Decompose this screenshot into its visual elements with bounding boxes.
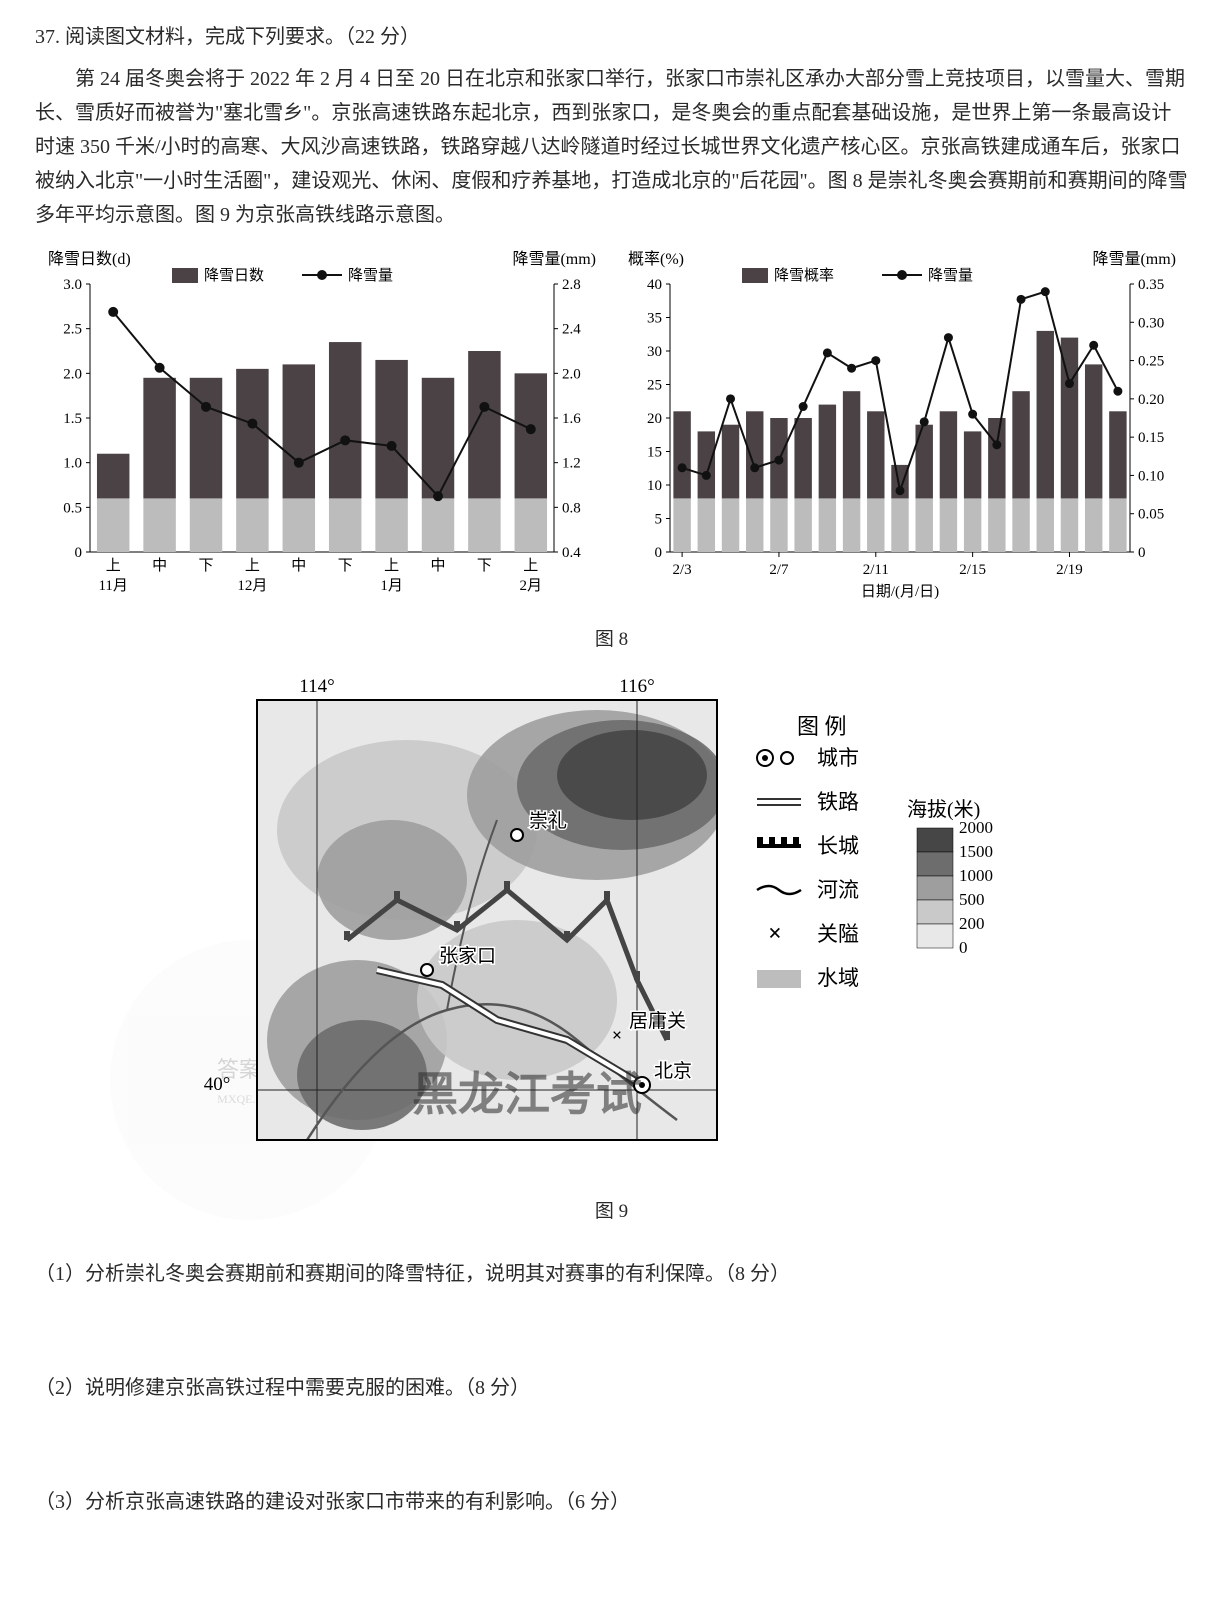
svg-text:2/19: 2/19: [1056, 562, 1083, 578]
svg-text:张家口: 张家口: [439, 945, 496, 967]
svg-text:下: 下: [337, 558, 352, 574]
svg-text:长城: 长城: [817, 834, 859, 858]
svg-text:2.8: 2.8: [562, 277, 581, 293]
svg-text:2.0: 2.0: [63, 366, 82, 382]
svg-text:2月: 2月: [519, 578, 542, 594]
svg-text:0.4: 0.4: [562, 545, 581, 561]
svg-text:1.5: 1.5: [63, 411, 82, 427]
svg-text:上: 上: [523, 557, 538, 574]
svg-text:0.10: 0.10: [1138, 468, 1164, 484]
svg-text:5: 5: [654, 512, 662, 528]
svg-text:日期/(月/日): 日期/(月/日): [860, 583, 938, 600]
svg-text:2000: 2000: [959, 818, 993, 837]
svg-text:0.5: 0.5: [63, 500, 82, 516]
sub-question-1: （1）分析崇礼冬奥会赛期前和赛期间的降雪特征，说明其对赛事的有利保障。（8 分）: [35, 1257, 1188, 1291]
question-number: 37.: [35, 26, 60, 48]
svg-text:2/15: 2/15: [959, 562, 986, 578]
svg-text:×: ×: [768, 921, 782, 947]
svg-text:1.6: 1.6: [562, 411, 581, 427]
svg-text:降雪量: 降雪量: [348, 267, 393, 284]
svg-text:35: 35: [647, 311, 662, 327]
svg-text:15: 15: [647, 445, 662, 461]
svg-text:1月: 1月: [380, 578, 403, 594]
svg-text:1.0: 1.0: [63, 456, 82, 472]
figure-8-label: 图 8: [35, 624, 1188, 656]
figure-9-container: 114°116°40°崇礼崇礼张家口张家口×居庸关居庸关北京北京黑龙江考试图 例…: [35, 670, 1188, 1190]
svg-text:30: 30: [647, 344, 662, 360]
svg-text:中: 中: [152, 557, 167, 574]
figure-8-container: 降雪日数(d) 降雪量(mm) 0 0.5 1.0 1.5 2.0 2.5 3.0 0.4 0.8 1…: [35, 244, 1188, 614]
map-svg: 114°116°40°崇礼崇礼张家口张家口×居庸关居庸关北京北京黑龙江考试图 例…: [137, 670, 1087, 1190]
svg-text:1000: 1000: [959, 866, 993, 885]
svg-text:0: 0: [654, 545, 662, 561]
svg-text:2.0: 2.0: [562, 366, 581, 382]
svg-text:上: 上: [105, 557, 120, 574]
svg-text:0: 0: [1138, 545, 1146, 561]
svg-text:0.35: 0.35: [1138, 277, 1164, 293]
svg-text:1.2: 1.2: [562, 456, 581, 472]
figure-9-label: 图 9: [35, 1196, 1188, 1228]
svg-text:城市: 城市: [817, 746, 859, 770]
svg-text:下: 下: [476, 558, 491, 574]
svg-text:500: 500: [959, 890, 985, 909]
svg-text:11月: 11月: [98, 578, 127, 594]
svg-text:0: 0: [959, 938, 968, 957]
svg-text:降雪日数(d): 降雪日数(d): [48, 250, 131, 268]
svg-text:0.8: 0.8: [562, 500, 581, 516]
svg-text:0.30: 0.30: [1138, 315, 1164, 331]
svg-text:崇礼: 崇礼: [529, 810, 567, 832]
svg-text:降雪概率: 降雪概率: [774, 267, 834, 284]
svg-text:上: 上: [244, 557, 259, 574]
svg-text:降雪量: 降雪量: [928, 267, 973, 284]
svg-text:降雪量(mm): 降雪量(mm): [1092, 250, 1176, 268]
svg-text:25: 25: [647, 378, 662, 394]
svg-text:水域: 水域: [817, 966, 859, 990]
svg-text:2/11: 2/11: [862, 562, 888, 578]
svg-text:北京: 北京: [654, 1060, 692, 1082]
svg-text:2.4: 2.4: [562, 322, 581, 338]
svg-text:河流: 河流: [817, 878, 859, 902]
svg-text:铁路: 铁路: [817, 790, 859, 814]
svg-text:0.05: 0.05: [1138, 507, 1164, 523]
svg-text:中: 中: [430, 557, 445, 574]
svg-text:0: 0: [74, 545, 82, 561]
svg-text:0.20: 0.20: [1138, 392, 1164, 408]
svg-text:2/7: 2/7: [769, 562, 789, 578]
svg-text:12月: 12月: [237, 578, 267, 594]
passage-text: 第 24 届冬奥会将于 2022 年 2 月 4 日至 20 日在北京和张家口举…: [35, 62, 1188, 232]
svg-text:2/3: 2/3: [672, 562, 691, 578]
sub-question-2: （2）说明修建京张高铁过程中需要克服的困难。（8 分）: [35, 1371, 1188, 1405]
svg-text:114°: 114°: [299, 676, 334, 697]
svg-text:40°: 40°: [203, 1074, 230, 1095]
svg-text:黑龙江考试: 黑龙江考试: [412, 1069, 642, 1120]
svg-text:1500: 1500: [959, 842, 993, 861]
svg-text:20: 20: [647, 411, 662, 427]
svg-text:中: 中: [291, 557, 306, 574]
svg-text:2.5: 2.5: [63, 322, 82, 338]
svg-text:×: ×: [611, 1025, 621, 1045]
svg-text:降雪量(mm): 降雪量(mm): [512, 250, 596, 268]
svg-text:3.0: 3.0: [63, 277, 82, 293]
svg-text:图 例: 图 例: [797, 714, 847, 739]
svg-text:居庸关: 居庸关: [629, 1010, 686, 1032]
chart-right: 概率(%) 降雪量(mm) 0 5 10 15 20 25 30 35 40 0 0.05 0.10 0.1…: [622, 244, 1182, 614]
svg-text:上: 上: [384, 557, 399, 574]
question-title: 37. 阅读图文材料，完成下列要求。（22 分）: [35, 20, 1188, 54]
svg-text:200: 200: [959, 914, 985, 933]
svg-text:10: 10: [647, 478, 662, 494]
question-title-text: 阅读图文材料，完成下列要求。（22 分）: [65, 26, 420, 48]
svg-text:概率(%): 概率(%): [628, 250, 684, 268]
chart-left: 降雪日数(d) 降雪量(mm) 0 0.5 1.0 1.5 2.0 2.5 3.0 0.4 0.8 1…: [42, 244, 602, 614]
svg-text:关隘: 关隘: [817, 922, 859, 946]
svg-text:0.15: 0.15: [1138, 430, 1164, 446]
svg-text:40: 40: [647, 277, 662, 293]
svg-text:116°: 116°: [619, 676, 654, 697]
sub-question-3: （3）分析京张高速铁路的建设对张家口市带来的有利影响。（6 分）: [35, 1485, 1188, 1519]
svg-text:下: 下: [198, 558, 213, 574]
svg-text:0.25: 0.25: [1138, 354, 1164, 370]
svg-text:降雪日数: 降雪日数: [204, 267, 264, 284]
